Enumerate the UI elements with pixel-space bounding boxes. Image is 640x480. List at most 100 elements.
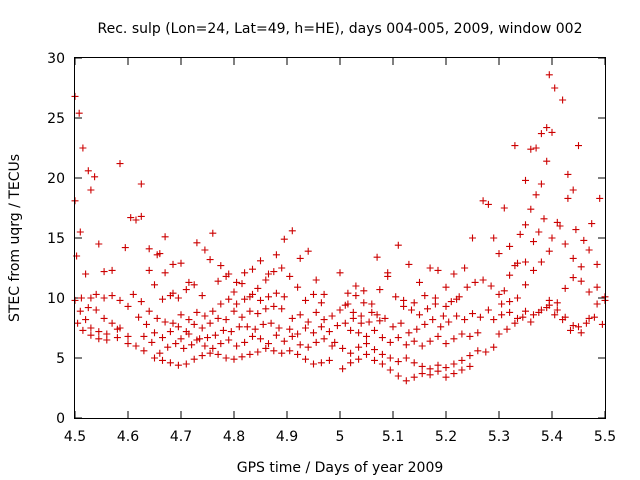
data-point xyxy=(429,316,437,324)
data-point xyxy=(426,371,434,379)
data-point xyxy=(347,326,355,334)
data-point xyxy=(148,338,156,346)
data-point xyxy=(360,287,368,295)
data-point xyxy=(75,109,83,117)
data-point xyxy=(211,331,219,339)
data-point xyxy=(182,286,190,294)
data-point xyxy=(394,334,402,342)
data-point xyxy=(530,311,537,319)
data-point xyxy=(453,295,461,303)
data-point xyxy=(421,320,429,328)
data-point xyxy=(124,302,132,310)
data-point xyxy=(233,300,241,308)
data-point xyxy=(416,278,423,286)
chart-title: Rec. sulp (Lon=24, Lat=49, h=HE), days 0… xyxy=(98,21,583,37)
data-point xyxy=(79,144,87,152)
data-point xyxy=(262,276,270,284)
data-point xyxy=(145,307,153,315)
data-point xyxy=(270,302,278,310)
data-point xyxy=(275,324,283,332)
data-point xyxy=(405,260,413,268)
data-point xyxy=(577,263,585,271)
data-point xyxy=(74,319,82,327)
data-point xyxy=(371,326,378,334)
data-point xyxy=(174,361,182,369)
data-point xyxy=(331,338,339,346)
data-point xyxy=(145,245,153,253)
data-point xyxy=(91,173,99,181)
data-point xyxy=(185,316,193,324)
data-point xyxy=(511,142,519,150)
data-point xyxy=(312,308,320,316)
data-point xyxy=(561,313,569,321)
data-point xyxy=(198,324,206,332)
data-point xyxy=(556,222,564,230)
data-point xyxy=(188,341,196,349)
data-points xyxy=(71,71,609,385)
data-point xyxy=(161,233,169,241)
data-point xyxy=(214,314,222,322)
data-point xyxy=(190,281,198,289)
data-point xyxy=(270,347,278,355)
data-point xyxy=(201,312,209,320)
data-point xyxy=(294,283,302,291)
data-point xyxy=(288,227,296,235)
data-point xyxy=(145,266,153,274)
data-point xyxy=(490,234,498,242)
data-point xyxy=(548,234,556,242)
data-point xyxy=(389,323,397,331)
data-point xyxy=(124,332,132,340)
data-point xyxy=(235,323,243,331)
data-point xyxy=(137,298,145,306)
data-point xyxy=(204,334,211,342)
data-point xyxy=(310,290,317,298)
data-point xyxy=(535,228,543,236)
data-point xyxy=(172,340,180,348)
data-point xyxy=(394,372,402,380)
data-point xyxy=(394,358,402,366)
data-point xyxy=(500,204,508,212)
data-point xyxy=(590,313,598,321)
data-point xyxy=(463,283,471,291)
data-point xyxy=(514,259,521,267)
data-point xyxy=(174,294,182,302)
data-point xyxy=(572,226,580,234)
data-point xyxy=(532,144,540,152)
data-point xyxy=(495,290,503,298)
x-tick-label: 5.1 xyxy=(382,429,404,445)
data-point xyxy=(355,355,363,363)
data-point xyxy=(177,259,185,267)
data-point xyxy=(466,352,474,360)
data-point xyxy=(490,316,498,324)
data-point xyxy=(577,329,585,337)
y-tick-label: 0 xyxy=(56,411,65,427)
data-point xyxy=(278,264,286,272)
data-point xyxy=(487,282,495,290)
data-point xyxy=(246,350,254,358)
data-point xyxy=(506,242,514,250)
data-point xyxy=(543,304,551,312)
data-point xyxy=(161,318,169,326)
x-tick-label: 5.5 xyxy=(594,429,616,445)
data-point xyxy=(339,365,347,373)
data-point xyxy=(434,266,442,274)
data-point xyxy=(402,354,410,362)
data-point xyxy=(137,180,145,188)
data-point xyxy=(222,316,230,324)
data-point xyxy=(479,276,487,284)
data-point xyxy=(474,347,482,355)
data-point xyxy=(527,318,535,326)
data-point xyxy=(214,277,222,285)
data-point xyxy=(225,295,233,303)
data-point xyxy=(537,130,545,138)
data-point xyxy=(363,350,370,358)
data-point xyxy=(209,307,217,315)
data-point xyxy=(569,254,577,262)
data-point xyxy=(418,370,426,378)
data-point xyxy=(418,342,426,350)
data-point xyxy=(113,334,121,342)
data-point xyxy=(537,180,545,188)
data-point xyxy=(302,355,309,363)
data-point xyxy=(484,306,492,314)
y-tick-label: 20 xyxy=(47,171,65,187)
